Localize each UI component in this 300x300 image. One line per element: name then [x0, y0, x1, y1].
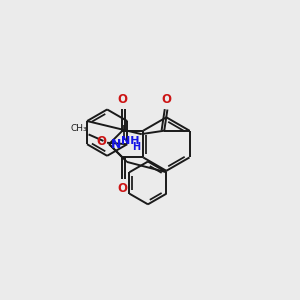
Text: H: H	[132, 142, 140, 152]
Text: NH: NH	[121, 136, 140, 146]
Text: CH₃: CH₃	[70, 124, 87, 133]
Text: N: N	[110, 138, 121, 151]
Text: O: O	[96, 135, 106, 148]
Text: O: O	[118, 182, 128, 195]
Text: O: O	[118, 93, 128, 106]
Text: O: O	[161, 93, 171, 106]
